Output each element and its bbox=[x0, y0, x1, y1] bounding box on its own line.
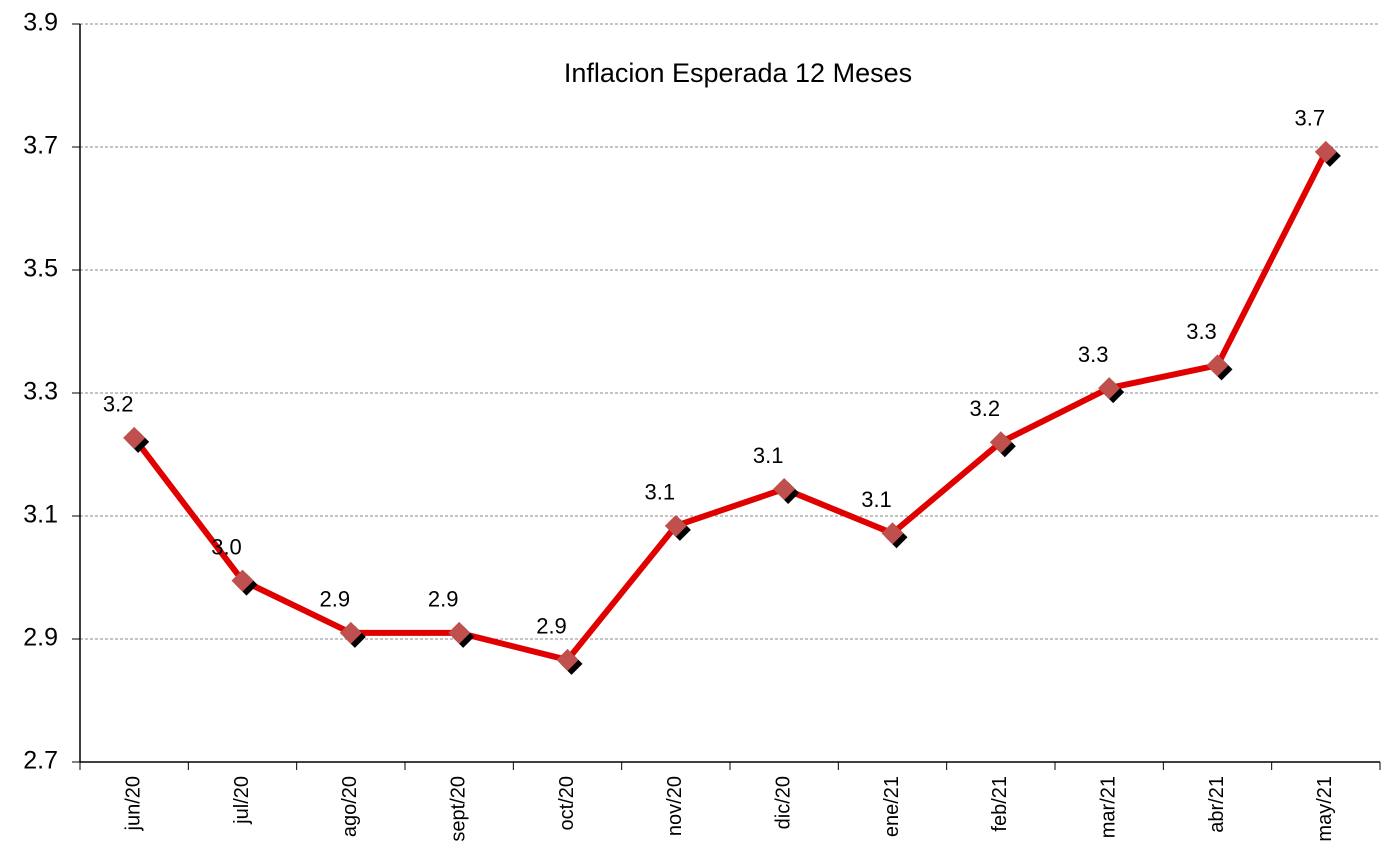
marker bbox=[231, 569, 254, 592]
value-label: 2.9 bbox=[428, 587, 459, 612]
y-tick-label: 3.9 bbox=[23, 9, 58, 37]
y-tick-label: 2.9 bbox=[23, 624, 58, 652]
x-tick-label: mar/21 bbox=[1097, 776, 1119, 838]
value-label: 2.9 bbox=[320, 587, 351, 612]
x-tick-label: dic/20 bbox=[772, 776, 794, 829]
x-tick-label: feb/21 bbox=[989, 776, 1011, 832]
marker bbox=[556, 648, 579, 671]
marker bbox=[1206, 354, 1229, 377]
marker bbox=[989, 431, 1012, 454]
value-label: 3.2 bbox=[103, 392, 134, 417]
x-tick-label: ene/21 bbox=[881, 776, 903, 837]
y-tick-label: 3.7 bbox=[23, 132, 58, 160]
marker bbox=[339, 621, 362, 644]
y-tick-label: 3.1 bbox=[23, 501, 58, 529]
x-tick-label: jul/20 bbox=[231, 776, 253, 825]
x-tick-label: jun/20 bbox=[122, 776, 144, 832]
x-tick-label: may/21 bbox=[1314, 776, 1336, 842]
value-label: 3.7 bbox=[1295, 106, 1326, 131]
value-label: 3.1 bbox=[753, 443, 784, 468]
y-tick-label: 2.7 bbox=[23, 747, 58, 775]
value-label: 3.1 bbox=[861, 487, 892, 512]
marker bbox=[1314, 140, 1337, 163]
value-label: 3.3 bbox=[1186, 319, 1217, 344]
x-tick-label: oct/20 bbox=[556, 776, 578, 830]
marker bbox=[1098, 377, 1121, 400]
marker bbox=[123, 426, 146, 449]
value-label: 3.0 bbox=[211, 534, 242, 559]
y-tick-label: 3.5 bbox=[23, 255, 58, 283]
marker bbox=[881, 522, 904, 545]
value-label: 2.9 bbox=[536, 614, 567, 639]
x-tick-label: abr/21 bbox=[1206, 776, 1228, 833]
x-tick-label: nov/20 bbox=[664, 776, 686, 836]
value-label: 3.2 bbox=[970, 396, 1001, 421]
marker bbox=[773, 477, 796, 500]
marker bbox=[448, 621, 471, 644]
y-tick-label: 3.3 bbox=[23, 378, 58, 406]
value-label: 3.3 bbox=[1078, 342, 1109, 367]
line bbox=[131, 150, 1329, 663]
marker bbox=[664, 514, 687, 537]
chart-title: Inflacion Esperada 12 Meses bbox=[564, 58, 912, 88]
value-label: 3.1 bbox=[645, 480, 676, 505]
x-tick-label: sept/20 bbox=[447, 776, 469, 842]
x-tick-label: ago/20 bbox=[339, 776, 361, 837]
